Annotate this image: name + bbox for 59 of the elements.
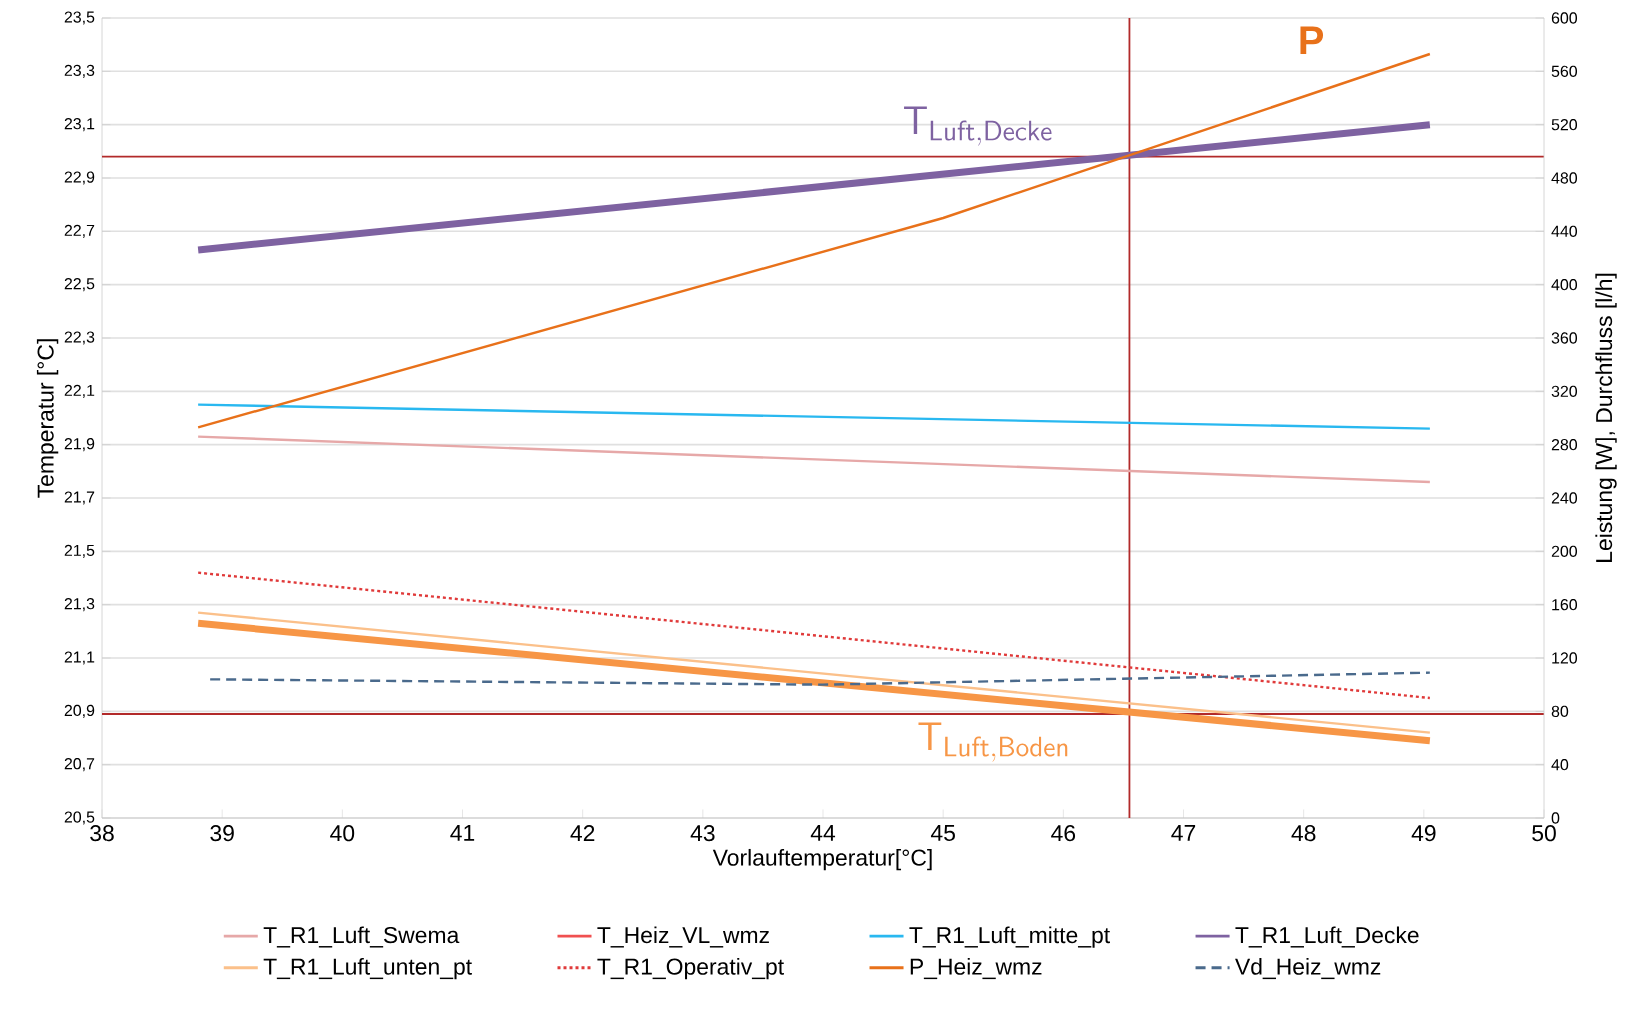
legend-label: T_R1_Luft_Decke [1235, 926, 1419, 948]
x-axis-title: Vorlauftemperatur[°C] [712, 848, 932, 871]
y-tick-label: 22,3 [64, 331, 95, 345]
y2-tick-label: 600 [1551, 12, 1578, 24]
y2-tick-label: 400 [1551, 279, 1578, 291]
y2-tick-label: 560 [1551, 65, 1578, 77]
y2-tick-label: 40 [1551, 759, 1569, 771]
y2-tick-label: 320 [1551, 385, 1578, 397]
annotation: $\mathsf{T}_{\mathsf{Luft,Boden}}$ [918, 722, 1068, 762]
y2-tick-label: 480 [1551, 172, 1578, 184]
y2-tick-label: 120 [1552, 652, 1578, 664]
y2-tick-label: 200 [1551, 545, 1578, 557]
y2-tick-label: 0 [1551, 812, 1560, 824]
x-tick-label: 47 [1171, 825, 1196, 841]
y2-axis-title: Leistung [W], Durchfluss [l/h] [1595, 273, 1617, 562]
x-tick-label: 49 [1411, 825, 1436, 842]
y-tick-label: 20,7 [64, 758, 95, 772]
y-tick-label: 23,3 [64, 64, 95, 78]
y2-tick-label: 520 [1551, 119, 1578, 131]
y-tick-label: 23,5 [64, 11, 95, 25]
legend-label: T_R1_Luft_mitte_pt [909, 926, 1110, 948]
y-tick-label: 21,3 [64, 598, 95, 612]
legend-label: T_R1_Operativ_pt [597, 957, 784, 980]
y-tick-label: 22,7 [64, 224, 95, 238]
annotation: $\mathsf{T}_{\mathsf{Luft,Decke}}$ [904, 106, 1052, 146]
x-tick-label: 38 [90, 825, 114, 842]
legend-label: Vd_Heiz_wmz [1235, 957, 1381, 980]
x-tick-label: 44 [810, 825, 836, 841]
x-tick-label: 46 [1051, 825, 1076, 842]
x-tick-label: 41 [450, 825, 475, 841]
legend-label: P_Heiz_wmz [910, 957, 1042, 980]
annotation: P [1300, 26, 1324, 54]
y-axis-title: Temperatur [°C] [36, 339, 59, 498]
y2-tick-label: 440 [1551, 225, 1578, 237]
y-tick-label: 21,1 [64, 651, 95, 665]
y-tick-label: 21,9 [64, 438, 95, 452]
y2-tick-label: 160 [1552, 599, 1578, 611]
x-tick-label: 40 [330, 825, 355, 842]
legend-label: T_R1_Luft_unten_pt [263, 957, 472, 980]
y-tick-label: 23,1 [64, 118, 95, 132]
x-tick-label: 39 [210, 825, 234, 842]
x-tick-label: 48 [1291, 825, 1316, 842]
x-tick-label: 42 [570, 825, 595, 842]
x-tick-label: 50 [1532, 825, 1556, 842]
legend-label: T_R1_Luft_Swema [263, 926, 460, 948]
y-tick-label: 20,9 [64, 704, 95, 718]
x-tick-label: 45 [930, 825, 955, 842]
y-tick-label: 21,7 [64, 491, 95, 505]
y-tick-label: 22,5 [64, 278, 95, 292]
y2-tick-label: 280 [1551, 439, 1578, 451]
y-tick-label: 20,5 [64, 811, 95, 825]
y-tick-label: 22,9 [64, 171, 95, 185]
legend-label: T_Heiz_VL_wmz [597, 926, 769, 948]
x-tick-label: 43 [690, 825, 715, 842]
y-tick-label: 22,1 [64, 384, 95, 398]
y2-tick-label: 240 [1551, 492, 1578, 504]
y2-tick-label: 80 [1551, 705, 1569, 717]
y-tick-label: 21,5 [64, 544, 95, 558]
y2-tick-label: 360 [1551, 332, 1578, 344]
